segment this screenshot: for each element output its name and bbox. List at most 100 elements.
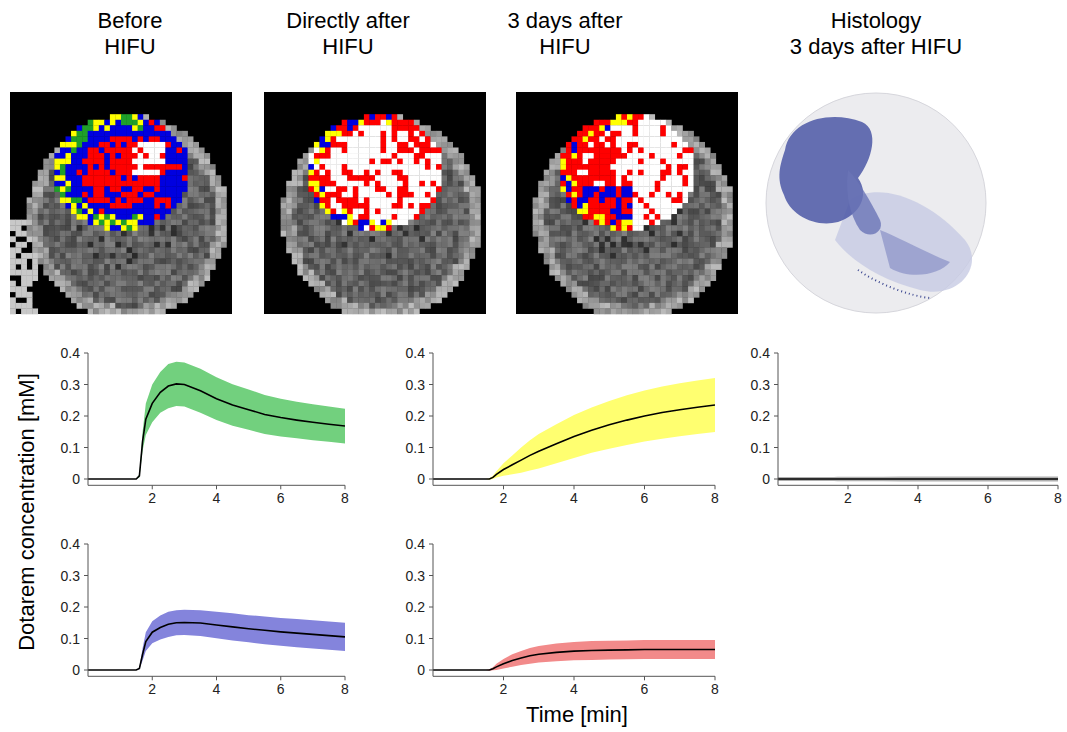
mri-pixel	[414, 297, 420, 303]
mri-pixel	[82, 159, 88, 165]
mri-pixel	[88, 297, 94, 303]
mri-pixel	[32, 308, 38, 314]
mri-pixel	[132, 259, 138, 265]
mri-pixel	[193, 192, 199, 198]
mri-pixel	[115, 214, 121, 220]
mri-pixel	[93, 142, 99, 148]
mri-pixel	[49, 181, 55, 187]
mri-pixel	[353, 214, 359, 220]
mri-pixel	[403, 270, 409, 276]
mri-pixel	[336, 259, 342, 265]
mri-pixel	[49, 231, 55, 237]
mri-pixel	[77, 236, 83, 242]
mri-pixel	[442, 197, 448, 203]
mri-pixel	[154, 242, 160, 248]
mri-pixel	[10, 281, 16, 287]
mri-pixel	[10, 297, 16, 303]
mri-pixel	[132, 125, 138, 131]
mri-pixel	[177, 264, 183, 270]
mri-pixel	[414, 253, 420, 259]
mri-pixel	[358, 153, 364, 159]
mri-pixel	[43, 209, 49, 215]
mri-pixel	[21, 292, 27, 298]
mri-pixel	[375, 275, 381, 281]
mri-pixel	[71, 142, 77, 148]
mri-pixel	[221, 231, 227, 237]
mri-pixel	[60, 153, 66, 159]
mri-pixel	[375, 242, 381, 248]
mri-pixel	[353, 264, 359, 270]
mri-pixel	[425, 264, 431, 270]
mri-pixel	[403, 197, 409, 203]
mri-pixel	[177, 186, 183, 192]
column-title-line: Histology	[831, 8, 921, 33]
mri-pixel	[127, 253, 133, 259]
mri-pixel	[165, 225, 171, 231]
mri-pixel	[221, 209, 227, 215]
mri-pixel	[16, 270, 22, 276]
mri-pixel	[408, 242, 414, 248]
mri-pixel	[154, 153, 160, 159]
mri-pixel	[347, 225, 353, 231]
mri-pixel	[358, 264, 364, 270]
mri-pixel	[93, 286, 99, 292]
mri-pixel	[347, 275, 353, 281]
mri-pixel	[199, 275, 205, 281]
mri-pixel	[10, 308, 16, 314]
mri-pixel	[154, 281, 160, 287]
mri-pixel	[127, 175, 133, 181]
mri-pixel	[320, 264, 326, 270]
mri-pixel	[182, 275, 188, 281]
mri-pixel	[436, 148, 442, 154]
mri-pixel	[408, 231, 414, 237]
mri-pixel	[32, 181, 38, 187]
mri-pixel	[408, 136, 414, 142]
mri-pixel	[320, 259, 326, 265]
mri-pixel	[88, 209, 94, 215]
mri-pixel	[49, 170, 55, 176]
mri-pixel	[149, 209, 155, 215]
mri-pixel	[138, 220, 144, 226]
mri-pixel	[77, 209, 83, 215]
mri-pixel	[331, 159, 337, 165]
mri-pixel	[132, 236, 138, 242]
mri-pixel	[115, 114, 121, 120]
mri-pixel	[199, 192, 205, 198]
mri-pixel	[431, 297, 437, 303]
mri-pixel	[431, 164, 437, 170]
mri-pixel	[104, 308, 110, 314]
mri-pixel	[32, 231, 38, 237]
mri-pixel	[38, 192, 44, 198]
mri-pixel	[182, 164, 188, 170]
mri-pixel	[10, 270, 16, 276]
mri-pixel	[38, 175, 44, 181]
mri-pixel	[204, 153, 210, 159]
mri-pixel	[397, 297, 403, 303]
mri-pixel	[403, 275, 409, 281]
mri-pixel	[431, 286, 437, 292]
mri-pixel	[93, 164, 99, 170]
mri-pixel	[60, 214, 66, 220]
mri-pixel	[358, 281, 364, 287]
mri-pixel	[320, 275, 326, 281]
mri-pixel	[386, 159, 392, 165]
mri-pixel	[21, 259, 27, 265]
mri-pixel	[336, 181, 342, 187]
mri-pixel	[182, 247, 188, 253]
mri-pixel	[132, 159, 138, 165]
mri-pixel	[110, 220, 116, 226]
mri-pixel	[204, 170, 210, 176]
mri-pixel	[320, 142, 326, 148]
mri-pixel	[369, 192, 375, 198]
mri-pixel	[27, 292, 33, 298]
mri-pixel	[331, 142, 337, 148]
mri-pixel	[182, 236, 188, 242]
mri-pixel	[188, 148, 194, 154]
mri-pixel	[358, 236, 364, 242]
mri-pixel	[397, 181, 403, 187]
mri-pixel	[419, 247, 425, 253]
mri-pixel	[104, 175, 110, 181]
mri-pixel	[342, 308, 348, 314]
mri-pixel	[210, 186, 216, 192]
mri-pixel	[336, 247, 342, 253]
